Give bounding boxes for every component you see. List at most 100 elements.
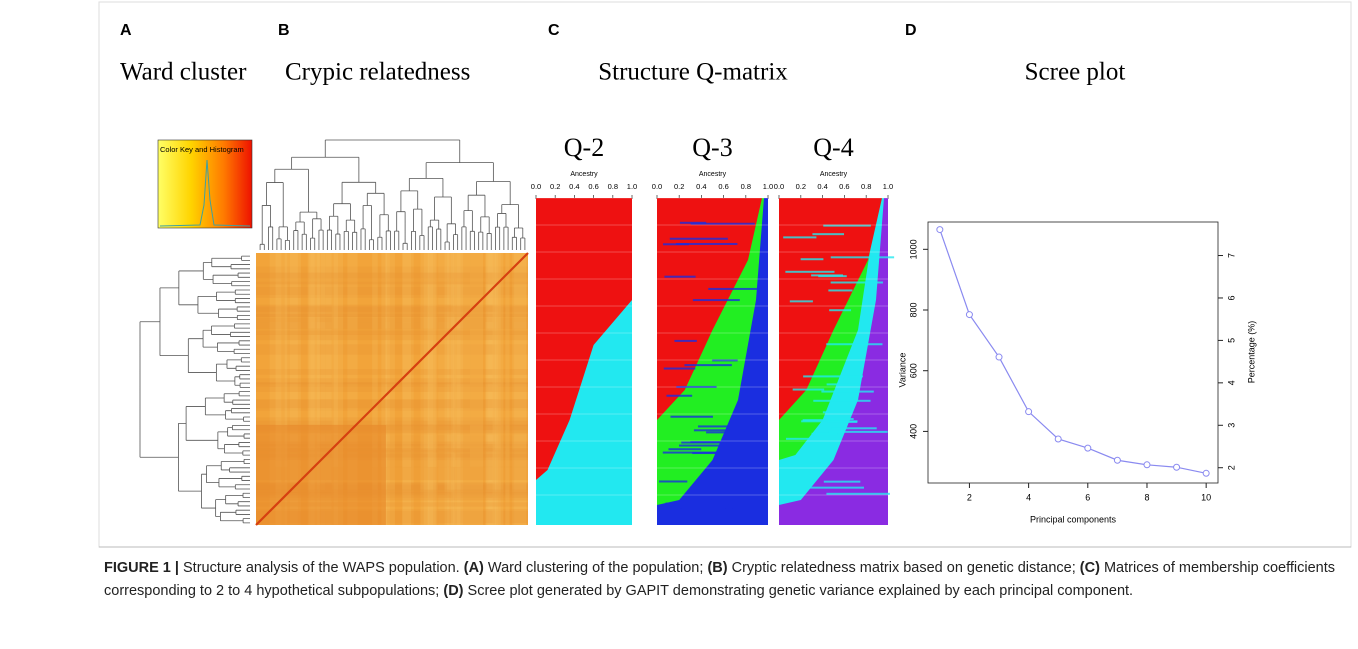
- heatmap-band: [256, 444, 528, 452]
- point: [1113, 456, 1121, 464]
- heatmap-band: [256, 382, 528, 392]
- ancestry-streak: [783, 236, 817, 239]
- y2-axis-label: Percentage (%): [1246, 321, 1256, 384]
- heatmap-band: [420, 253, 434, 525]
- caption: FIGURE 1 | Structure analysis of the WAP…: [104, 557, 1344, 603]
- tick-label: 0.6: [588, 182, 598, 191]
- tick-label: 0.8: [861, 182, 871, 191]
- heatmap-band: [256, 489, 528, 501]
- heatmap-band: [256, 448, 528, 453]
- ancestry-streak: [697, 425, 763, 428]
- heatmap-band: [256, 344, 528, 355]
- ancestry-streak: [711, 497, 750, 500]
- caption-text: Ward clustering of the population;: [483, 560, 708, 576]
- tick-label: 1.0: [627, 182, 637, 191]
- heatmap-band: [427, 253, 436, 525]
- tick-label: 0.2: [550, 182, 560, 191]
- tick-label: 0.2: [796, 182, 806, 191]
- heatmap-band: [256, 330, 528, 341]
- tick-label: 0.6: [839, 182, 849, 191]
- point: [1173, 463, 1181, 471]
- tick-label: 0.4: [817, 182, 827, 191]
- heatmap-band: [256, 266, 528, 279]
- ancestry-streak: [684, 364, 732, 367]
- ancestry-streak: [828, 430, 888, 433]
- heatmap-band: [512, 253, 527, 525]
- tick-label: 0.4: [569, 182, 579, 191]
- point: [1202, 469, 1210, 477]
- caption-label: (B): [707, 560, 728, 576]
- heatmap-band: [310, 253, 320, 525]
- heatmap-block: [256, 425, 386, 525]
- heatmap-band: [486, 253, 497, 525]
- ancestry-streak: [670, 415, 713, 418]
- heatmap-band: [256, 399, 528, 411]
- tick-label: 1.0: [883, 182, 893, 191]
- point: [1143, 461, 1151, 469]
- x-tick-label: 2: [967, 492, 972, 502]
- ancestry-streak: [829, 309, 852, 312]
- heatmap-band: [256, 281, 528, 295]
- ancestry-streak: [659, 480, 688, 483]
- ancestry-streak: [679, 444, 720, 447]
- heatmap-band: [289, 253, 301, 525]
- heatmap-band: [256, 369, 528, 375]
- ancestry-streak: [823, 224, 871, 227]
- heatmap-band: [275, 253, 288, 525]
- point: [1084, 444, 1092, 452]
- heatmap-band: [256, 502, 528, 507]
- subplot-title: Q-4: [813, 133, 853, 162]
- heatmap-band: [307, 253, 315, 525]
- ancestry-streak: [676, 242, 738, 245]
- tick-label: 0.8: [608, 182, 618, 191]
- dendrogram: [259, 139, 526, 250]
- heatmap-band: [428, 253, 438, 525]
- ancestry-streak: [679, 221, 707, 224]
- ancestry-streak: [826, 383, 861, 386]
- figure: A Ward cluster B Crypic relatedness C Structu…: [98, 1, 1352, 548]
- tick-label: 0.2: [674, 182, 684, 191]
- ancestry-streak: [792, 388, 825, 391]
- panel-label: A: [120, 22, 132, 39]
- x-tick-label: 8: [1144, 492, 1149, 502]
- ancestry-streak: [669, 237, 728, 240]
- heatmap-band: [256, 441, 528, 450]
- point: [965, 311, 973, 319]
- tick-label: 1.0: [763, 182, 773, 191]
- ancestry-streak: [681, 441, 742, 444]
- ancestry-streak: [818, 275, 847, 278]
- heatmap-band: [256, 482, 528, 491]
- subplot-title: Q-3: [692, 133, 732, 162]
- panel-title: Crypic relatedness: [285, 59, 470, 86]
- heatmap-band: [402, 253, 414, 525]
- heatmap-band: [256, 286, 528, 298]
- heatmap-band: [331, 253, 338, 525]
- ancestry-streak: [663, 243, 689, 246]
- ancestry-streak: [692, 299, 740, 302]
- heatmap-band: [381, 253, 388, 525]
- key-histogram: [159, 159, 251, 227]
- heatmap-band: [256, 451, 528, 461]
- dendrogram: [139, 255, 250, 524]
- heatmap-band: [256, 305, 528, 317]
- ancestry: [657, 198, 762, 420]
- heatmap-band: [308, 253, 320, 525]
- heatmap-band: [385, 253, 395, 525]
- ancestry-streak: [701, 499, 754, 502]
- y2-tick-label: 2: [1226, 465, 1236, 470]
- heatmap-band: [469, 253, 484, 525]
- series-line: [939, 229, 1207, 474]
- caption-text: Cryptic relatedness matrix based on gene…: [727, 560, 1080, 576]
- ancestry: [536, 198, 632, 480]
- caption-label: (A): [463, 560, 484, 576]
- tick-label: 0.0: [774, 182, 784, 191]
- ancestry-streak: [690, 222, 755, 225]
- panel-label: D: [905, 22, 917, 39]
- heatmap-band: [256, 485, 528, 490]
- tick-label: 0.0: [531, 182, 541, 191]
- ancestry-streak: [830, 256, 895, 259]
- ancestry-streak: [801, 420, 858, 423]
- heatmap-band: [256, 435, 528, 447]
- tick-label: 0.8: [741, 182, 751, 191]
